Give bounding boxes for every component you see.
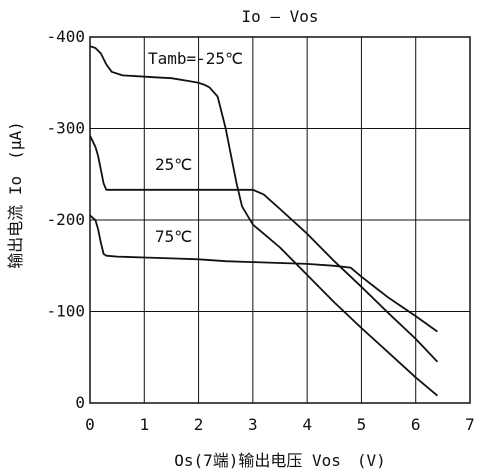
y-tick-label: 0 — [75, 393, 85, 412]
x-tick-label: 1 — [139, 415, 149, 434]
y-tick-label: -400 — [46, 27, 85, 46]
x-tick-label: 3 — [248, 415, 258, 434]
series-line-0 — [89, 45, 438, 397]
annotation-minus25c: Tamb=-25℃ — [148, 49, 243, 68]
y-tick-label: -100 — [46, 302, 85, 321]
x-tick-labels: 0 1 2 3 4 5 6 7 — [85, 415, 475, 434]
chart-title: Io — Vos — [241, 7, 318, 26]
series-line-1 — [89, 135, 439, 363]
x-tick-label: 0 — [85, 415, 95, 434]
series-group — [89, 45, 439, 397]
y-tick-label: -200 — [46, 210, 85, 229]
annotation-25c: 25℃ — [155, 155, 192, 174]
x-axis-label: Os(7端)输出电压 Vos (V) — [174, 451, 386, 470]
grid-lines — [90, 37, 470, 403]
y-axis-label: 输出电流 Io (μA) — [6, 121, 25, 268]
x-tick-label: 6 — [411, 415, 421, 434]
x-tick-label: 4 — [302, 415, 312, 434]
y-tick-labels: 0 -100 -200 -300 -400 — [46, 27, 85, 412]
plot-frame — [89, 36, 471, 404]
x-tick-label: 5 — [357, 415, 367, 434]
annotation-75c: 75℃ — [155, 227, 192, 246]
series-line-2 — [89, 214, 438, 333]
x-tick-label: 2 — [194, 415, 204, 434]
x-tick-label: 7 — [465, 415, 475, 434]
y-tick-label: -300 — [46, 119, 85, 138]
